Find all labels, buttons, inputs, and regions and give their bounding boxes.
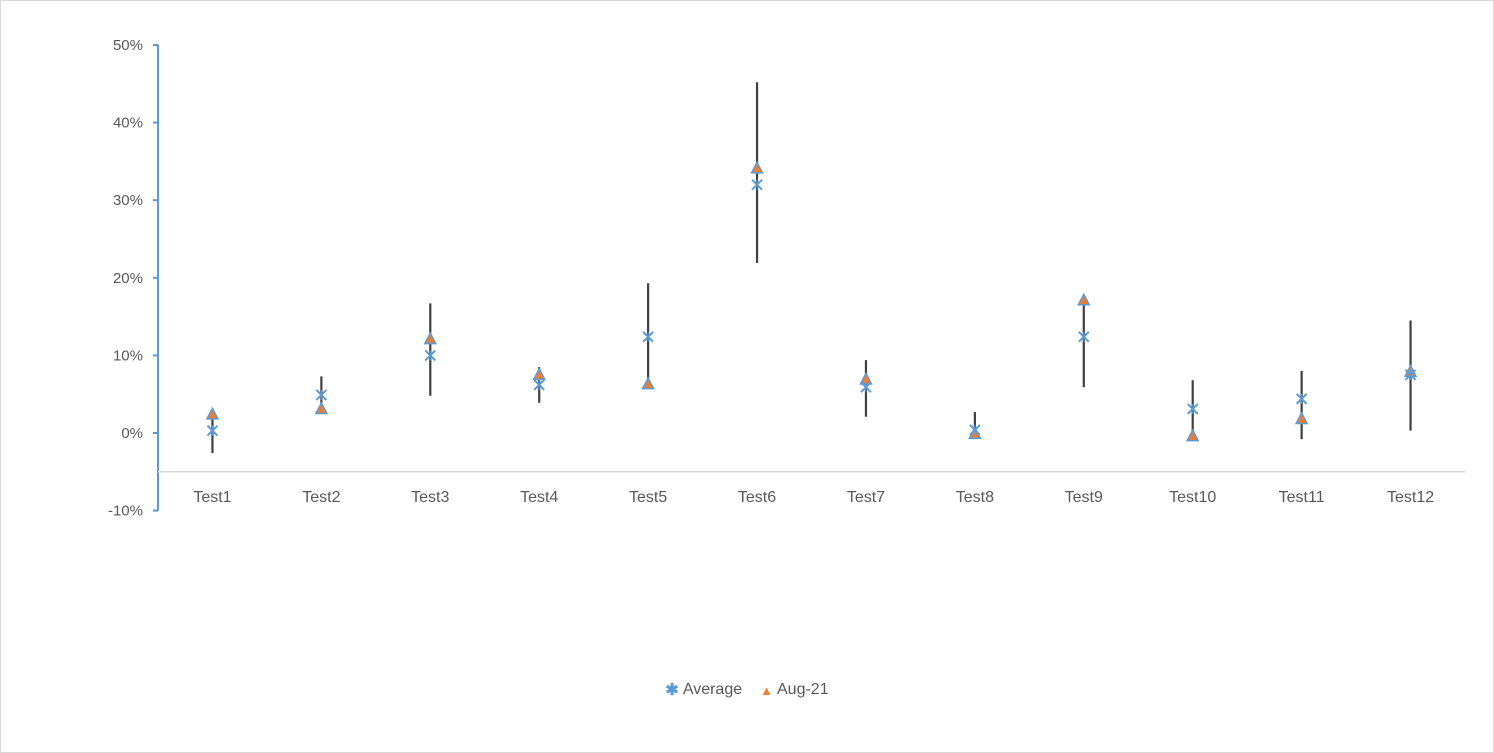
x-tick-label: Test10 [1169,489,1216,506]
y-tick-label: 10% [113,347,143,364]
x-tick-label: Test12 [1387,489,1434,506]
y-tick-label: 30% [113,192,143,209]
x-tick-label: Test2 [302,489,340,506]
x-tick-label: Test9 [1065,489,1103,506]
legend: ✱ Average ▲ Aug-21 [0,680,1494,700]
triangle-marker [1294,411,1309,425]
y-tick-label: 0% [121,425,143,442]
triangle-marker [1077,292,1091,306]
y-tick-label: -10% [108,503,143,520]
legend-item-average: ✱ Average [665,680,742,700]
triangle-marker [1185,428,1200,442]
y-tick-label: 40% [113,115,143,132]
x-tick-label: Test7 [847,489,885,506]
y-tick-label: 50% [113,37,143,54]
x-tick-label: Test6 [738,489,776,506]
x-tick-label: Test5 [629,489,667,506]
x-tick-label: Test11 [1279,489,1325,506]
triangle-marker [532,367,546,381]
x-tick-label: Test3 [411,489,449,506]
legend-label: Aug-21 [777,681,829,698]
triangle-marker [641,376,655,390]
triangle-marker-icon: ▲ [760,682,773,698]
x-tick-label: Test1 [193,489,231,506]
x-tick-label: Test4 [520,489,558,506]
x-marker-icon: ✱ [665,682,679,699]
x-tick-label: Test8 [956,489,994,506]
legend-item-aug-21: ▲ Aug-21 [760,680,828,700]
triangle-marker [423,331,438,345]
plot-area: 50% 40% 30% 20% 10% 0% -10% Test1 Test2 Test3 Test… [108,37,1465,520]
triangle-marker [750,160,764,174]
triangle-marker [205,406,220,420]
triangle-marker [314,401,329,415]
legend-label: Average [682,681,743,698]
y-tick-label: 20% [113,270,143,287]
